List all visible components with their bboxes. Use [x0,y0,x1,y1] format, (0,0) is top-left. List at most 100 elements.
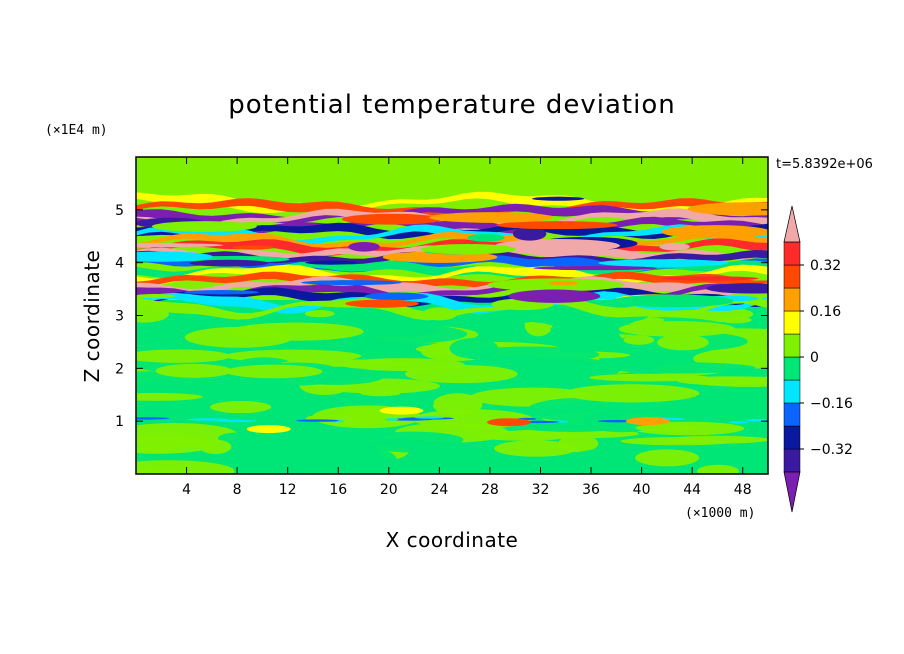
band-lens [467,234,505,242]
temperature-band [136,271,768,290]
y-tick-label: 2 [115,361,124,377]
x-axis-ticks: 4 8 12 16 20 24 28 32 36 40 44 48 [182,157,752,498]
colorbar: 0.32 0.16 0 −0.16 −0.32 [783,205,853,513]
colorbar-bin [783,287,801,312]
warm-accent-patches [246,406,670,434]
field-patch [184,326,294,348]
band-lens [184,290,259,295]
x-tick-label: 36 [582,482,600,498]
band-lens [662,276,759,281]
field-patch [719,316,752,324]
colorbar-bin [783,333,801,358]
band-lens [364,292,429,301]
field-patch [155,363,232,378]
colorbar-tick-label: −0.16 [810,396,853,412]
colorbar-extend-min [783,471,801,513]
field-patch [304,310,335,318]
field-patch [618,321,736,337]
temperature-band [136,208,768,231]
colorbar-bin [783,356,801,381]
field-patch [341,324,468,344]
field-patch [136,392,203,401]
field-patch [494,440,578,457]
colorbar-tick-label: 0 [810,350,819,366]
y-tick-label: 1 [115,414,124,430]
band-lens [496,221,618,230]
x-axis-label: X coordinate [386,528,519,552]
field-patch [635,449,700,467]
colorbar-extend-max [783,205,801,243]
field-patch [623,335,655,345]
field-streak [414,416,445,419]
field-patch [606,362,756,374]
band-lens [151,221,257,232]
field-streak [597,419,635,423]
y-tick-label: 4 [115,256,124,272]
band-lens [429,212,554,223]
x-tick-label: 32 [532,482,550,498]
x-tick-label: 4 [182,482,191,498]
band-lens [305,260,357,265]
band-lens [512,227,547,241]
band-lens [532,196,585,201]
band-lens [508,289,601,303]
y-axis-label: Z coordinate [80,250,104,383]
band-lens [189,259,269,267]
field-streak [216,419,257,423]
field-patch [515,420,631,432]
field-patch [334,408,386,426]
band-lens [706,283,768,294]
x-tick-label: 20 [380,482,398,498]
band-lens [341,213,443,225]
colorbar-bin [783,402,801,427]
colorbar-bin [783,264,801,289]
colorbar-bin [783,310,801,335]
field-patch [213,450,274,468]
field-patch [136,460,235,474]
field-patch [697,464,739,474]
warm-patch [625,417,670,426]
field-patch [449,337,499,359]
field-patch [471,317,536,324]
field-patch [210,400,272,414]
field-patch [564,384,700,403]
field-patch [199,439,232,454]
time-label: t=5.8392e+06 [776,157,873,172]
band-lens [345,299,419,308]
colorbar-bin [783,379,801,404]
field-patch [558,434,599,453]
band-lens [136,293,176,299]
colorbar-tick-label: 0.32 [810,258,841,274]
x-tick-label: 12 [279,482,297,498]
field-patch [432,393,483,416]
field-patch [217,432,259,445]
temperature-band [136,198,768,219]
warm-patch [379,406,424,415]
band-lens [533,266,658,271]
chart-title: potential temperature deviation [228,90,675,120]
x-tick-label: 40 [633,482,651,498]
x-tick-label: 24 [430,482,448,498]
y-axis-ticks: 1 2 3 4 5 [115,203,768,430]
field-streak [384,418,399,421]
band-lens [420,244,516,255]
band-lens [661,225,768,239]
band-lens [495,239,620,253]
field-patch [589,373,710,382]
band-lens [687,202,768,216]
colorbar-bin [783,425,801,450]
temperature-band [136,216,768,234]
field-patch [657,334,709,351]
x-tick-label: 16 [329,482,347,498]
band-lens [611,294,734,308]
colorbar-tick-label: −0.32 [810,442,853,458]
field-patch [677,376,768,386]
colorbar-bin [783,241,801,266]
field-patch [620,437,737,446]
field-streak [296,419,340,422]
temperature-band [136,296,768,321]
band-lens [348,241,380,252]
field-patch [635,424,699,432]
band-lens [136,251,213,262]
